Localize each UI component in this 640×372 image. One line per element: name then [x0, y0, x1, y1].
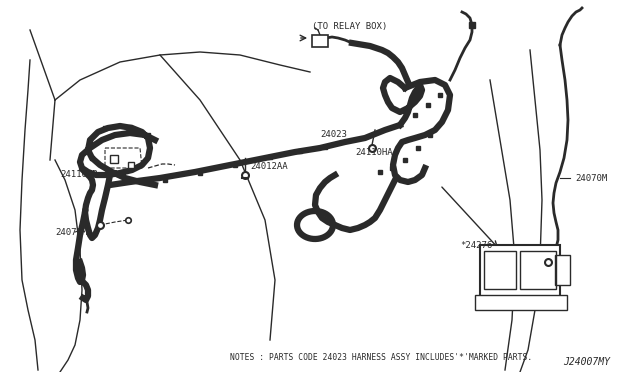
Text: (TO RELAY BOX): (TO RELAY BOX) [312, 22, 387, 31]
Text: 24110HA: 24110HA [355, 148, 392, 157]
Text: J24007MY: J24007MY [563, 357, 610, 367]
Bar [484, 251, 516, 289]
Text: 24012AA: 24012AA [250, 162, 287, 171]
Bar [475, 295, 567, 310]
Bar [110, 155, 118, 163]
Bar [312, 35, 328, 47]
Bar [128, 162, 134, 168]
Bar [480, 245, 560, 300]
Bar [520, 251, 556, 289]
Text: 24070MA: 24070MA [55, 228, 93, 237]
Text: NOTES : PARTS CODE 24023 HARNESS ASSY INCLUDES'*'MARKED PARTS.: NOTES : PARTS CODE 24023 HARNESS ASSY IN… [230, 353, 532, 362]
Text: 24023: 24023 [320, 130, 347, 139]
Bar [555, 255, 570, 285]
Text: 24070M: 24070M [575, 173, 607, 183]
Text: *24276: *24276 [460, 241, 492, 250]
Text: 24110HB: 24110HB [60, 170, 98, 179]
